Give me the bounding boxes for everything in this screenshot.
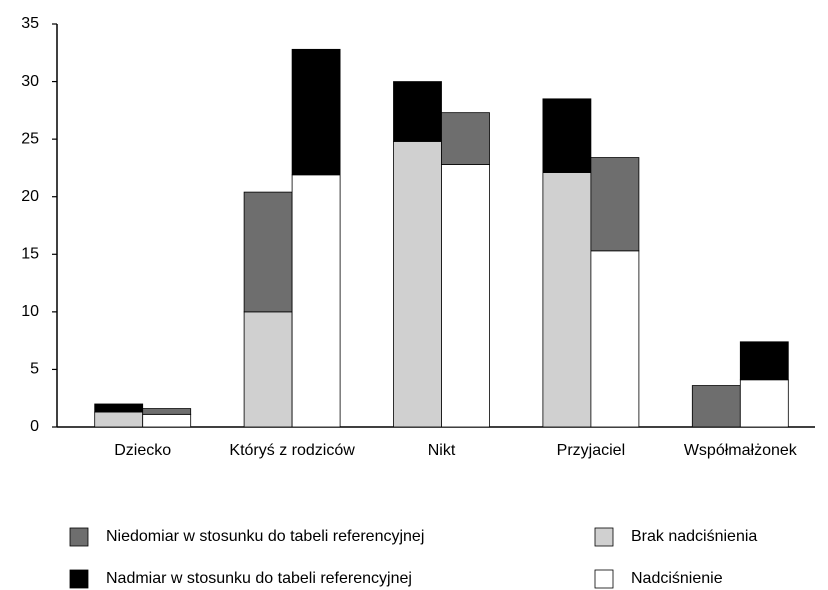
legend-label: Nadmiar w stosunku do tabeli referencyjn…: [106, 570, 412, 587]
legend-swatch: [594, 569, 614, 589]
bar-segment: [243, 311, 293, 428]
bar-segment: [441, 112, 490, 165]
legend-swatch: [69, 569, 89, 589]
legend-label: Brak nadciśnienia: [631, 528, 757, 545]
bar-segment: [94, 403, 144, 413]
bar-segment: [243, 191, 293, 313]
x-tick-label: Współmałżonek: [684, 442, 798, 459]
bar-segment: [542, 98, 592, 173]
x-tick-label: Któryś z rodziców: [229, 442, 355, 459]
bar-segment: [590, 157, 640, 252]
bar-segment: [142, 408, 192, 415]
y-tick-label: 10: [21, 303, 39, 320]
bar-segment: [691, 385, 741, 428]
x-tick-label: Dziecko: [114, 442, 171, 459]
bar-segment: [542, 172, 592, 428]
bar-segment: [590, 250, 640, 428]
bar-segment: [393, 81, 442, 142]
bar-segment: [94, 411, 144, 428]
bar-segment: [739, 379, 789, 428]
legend-swatch: [594, 527, 614, 547]
legend-swatch: [69, 527, 89, 547]
y-tick-label: 15: [21, 246, 39, 263]
y-tick-label: 35: [21, 15, 39, 32]
bar-segment: [291, 174, 341, 428]
x-tick-label: Nikt: [428, 442, 456, 459]
y-tick-label: 20: [21, 188, 39, 205]
y-tick-label: 25: [21, 130, 39, 147]
bar-segment: [739, 341, 789, 381]
legend-label: Niedomiar w stosunku do tabeli referency…: [106, 528, 424, 545]
y-tick-label: 0: [30, 418, 39, 435]
y-tick-label: 30: [21, 73, 39, 90]
legend-label: Nadciśnienie: [631, 570, 723, 587]
bar-segment: [393, 141, 442, 428]
bar-segment: [441, 164, 490, 428]
bar-segment: [142, 413, 192, 428]
y-tick-label: 5: [30, 361, 39, 378]
x-tick-label: Przyjaciel: [557, 442, 625, 459]
bar-segment: [291, 48, 341, 176]
